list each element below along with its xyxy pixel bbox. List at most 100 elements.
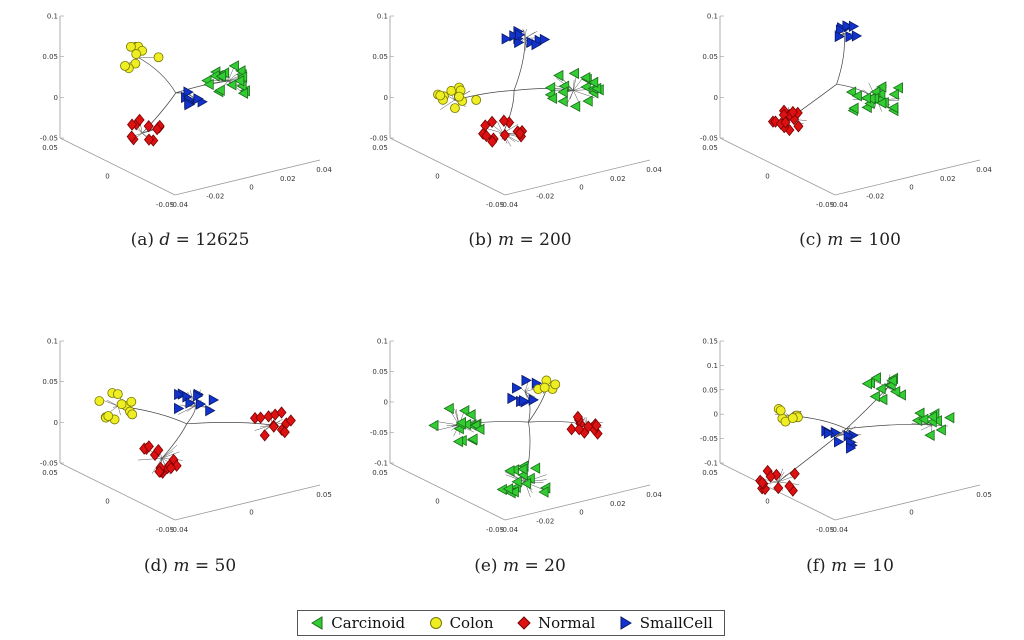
data-point-normal [572, 410, 583, 424]
data-point-carcinoid [886, 374, 897, 387]
branch-line [920, 424, 933, 431]
z-tick-label: -0.05 [40, 135, 58, 143]
x-tick-label: -0.04 [830, 201, 849, 209]
branch-line [505, 474, 526, 483]
data-point-carcinoid [877, 393, 888, 406]
data-point-carcinoid [582, 95, 593, 107]
z-tick-label: 0 [54, 94, 58, 102]
y-tick-label: 0.05 [372, 144, 388, 152]
legend: Carcinoid Colon Normal SmallCell [297, 610, 725, 636]
x-tick-label: -0.02 [206, 192, 224, 200]
data-point-smallcell [846, 442, 857, 454]
z-tick-label: 0.05 [42, 378, 58, 386]
data-point-carcinoid [580, 81, 591, 93]
data-point-carcinoid [474, 423, 485, 435]
legend-label-carcinoid: Carcinoid [331, 614, 406, 632]
legend-item-smallcell: SmallCell [618, 614, 713, 632]
data-point-smallcell [512, 382, 523, 394]
x-tick-label: 0.05 [316, 491, 332, 499]
data-point-carcinoid [870, 372, 881, 384]
legend-label-smallcell: SmallCell [639, 614, 713, 632]
x-tick-label: 0.02 [610, 500, 626, 508]
x-tick-label: 0 [579, 184, 583, 192]
data-point-colon [454, 91, 464, 102]
data-point-colon [153, 52, 164, 63]
tree-link [846, 424, 933, 430]
y-tick-label: -0.05 [816, 201, 834, 209]
branch-line [524, 38, 527, 48]
colon-marker-icon [429, 617, 442, 629]
data-point-carcinoid [944, 411, 955, 424]
legend-label-normal: Normal [538, 614, 596, 632]
data-point-normal [487, 135, 498, 148]
y-tick-label: 0.05 [42, 469, 58, 477]
data-point-normal [514, 127, 526, 140]
data-point-smallcell [174, 388, 185, 401]
data-point-normal [143, 133, 154, 146]
data-point-carcinoid [508, 486, 519, 498]
z-tick-label: -0.1 [374, 460, 388, 468]
data-point-carcinoid [443, 402, 454, 415]
data-point-carcinoid [520, 477, 532, 490]
branch-line [785, 413, 790, 416]
data-point-normal [255, 411, 266, 424]
data-point-colon [126, 396, 137, 407]
branch-line [497, 121, 504, 134]
panel-caption-5: (f) m = 10 [806, 556, 894, 576]
x-tick-label: -0.02 [866, 192, 884, 200]
normal-marker-icon [517, 616, 531, 630]
y-tick-label: 0.05 [372, 469, 388, 477]
branch-line [161, 450, 174, 459]
branch-line [435, 421, 460, 426]
x-axis-line [174, 484, 321, 521]
z-tick-label: -0.1 [704, 460, 718, 468]
data-point-normal [591, 419, 602, 432]
z-tick-label: 0.05 [42, 53, 58, 61]
data-point-colon [787, 413, 798, 424]
data-point-carcinoid [459, 404, 470, 417]
y-tick-label: -0.05 [156, 201, 174, 209]
data-point-carcinoid [875, 383, 886, 395]
data-point-normal [165, 461, 176, 475]
x-tick-label: -0.02 [536, 517, 554, 525]
data-point-carcinoid [869, 390, 880, 403]
data-point-carcinoid [914, 407, 925, 419]
data-point-colon [116, 399, 127, 410]
data-point-carcinoid [235, 65, 246, 77]
data-point-colon [550, 379, 561, 390]
y-tick-label: -0.05 [816, 526, 834, 534]
z-tick-label: 0 [714, 411, 718, 419]
panel-0: 0.10.050-0.050.050-0.05-0.04-0.0200.020.… [40, 13, 332, 210]
z-tick-label: -0.05 [370, 429, 388, 437]
panel-caption-4: (e) m = 20 [474, 556, 566, 576]
data-point-smallcell [208, 394, 220, 406]
data-point-carcinoid [569, 100, 581, 113]
branch-line [486, 128, 504, 134]
y-tick-label: 0 [105, 498, 109, 506]
data-point-colon [435, 90, 446, 101]
data-point-colon [775, 405, 786, 416]
x-tick-label: 0.02 [610, 175, 626, 183]
z-tick-label: 0.15 [702, 338, 718, 346]
x-tick-label: 0.05 [976, 491, 992, 499]
data-point-normal [789, 467, 800, 480]
branch-line [177, 405, 196, 415]
data-point-carcinoid [546, 92, 558, 105]
data-point-smallcell [842, 20, 853, 32]
x-tick-label: -0.04 [500, 526, 519, 534]
branch-line [161, 451, 180, 459]
data-point-smallcell [834, 436, 845, 448]
data-point-normal [780, 116, 791, 129]
data-point-carcinoid [924, 429, 935, 441]
data-point-carcinoid [517, 463, 528, 475]
branch-line [451, 424, 460, 431]
data-point-smallcell [528, 394, 539, 406]
branch-line [106, 399, 119, 407]
branch-line [524, 382, 529, 392]
data-point-smallcell [521, 374, 532, 387]
panel-2: 0.10.050-0.050.050-0.05-0.04-0.0200.020.… [700, 13, 992, 210]
data-point-carcinoid [228, 60, 239, 72]
z-tick-label: 0.05 [702, 53, 718, 61]
y-axis-line [59, 462, 176, 521]
